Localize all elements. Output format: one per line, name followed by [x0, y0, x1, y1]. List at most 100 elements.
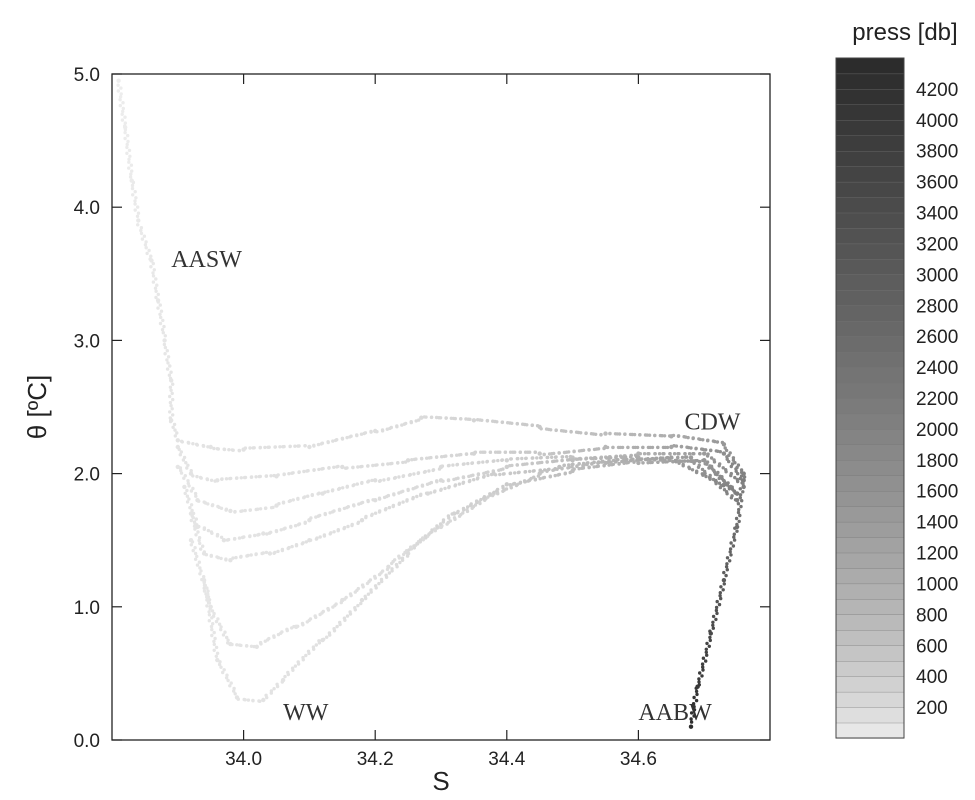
trace-dot: [620, 445, 625, 450]
trace-dot: [342, 525, 347, 530]
trace-dot: [728, 550, 732, 554]
trace-dot: [125, 142, 129, 147]
trace-dot: [708, 638, 712, 643]
trace-dot: [171, 382, 175, 386]
data-point: [162, 338, 167, 343]
trace-dot: [131, 193, 135, 197]
trace-dot: [184, 461, 188, 465]
trace-dot: [194, 533, 198, 537]
trace-dot: [393, 475, 398, 480]
trace-dot: [231, 448, 235, 452]
trace-dot: [188, 506, 192, 510]
trace-dot: [398, 560, 402, 565]
trace-dot: [581, 466, 586, 470]
trace-dot: [191, 516, 195, 520]
trace-dot: [653, 433, 657, 438]
trace-dot: [435, 524, 439, 528]
trace-dot: [234, 555, 238, 560]
trace-dot: [217, 662, 222, 667]
x-tick-label: 34.4: [488, 749, 525, 770]
trace-dot: [614, 460, 618, 464]
data-point: [228, 641, 233, 647]
y-tick-label: 5.0: [74, 65, 100, 86]
trace-dot: [596, 464, 600, 468]
trace-dot: [520, 456, 524, 461]
trace-dot: [306, 494, 310, 498]
trace-dot: [706, 439, 710, 443]
trace-dot: [533, 477, 538, 481]
trace-dot: [193, 491, 198, 496]
colorbar-tick-label: 3800: [916, 142, 958, 163]
trace-dot: [700, 674, 704, 678]
data-point: [188, 511, 194, 516]
trace-dot: [127, 166, 131, 170]
trace-dot: [198, 566, 202, 570]
trace-dot: [417, 418, 421, 422]
data-point: [504, 482, 509, 487]
trace-dot: [199, 569, 203, 573]
trace-dot: [423, 534, 428, 538]
series-1: [116, 78, 747, 729]
colorbar-band: [835, 336, 905, 353]
annotation-cdw: CDW: [684, 410, 740, 436]
trace-dot: [453, 416, 457, 421]
trace-dot: [143, 243, 148, 247]
trace-dot: [258, 507, 263, 511]
trace-dot: [210, 627, 214, 632]
trace-dot: [420, 483, 425, 487]
trace-dot: [729, 473, 733, 478]
trace-dot: [221, 633, 226, 637]
trace-dot: [193, 557, 198, 561]
trace-dot: [562, 463, 566, 467]
trace-dot: [216, 556, 221, 560]
trace-dot: [224, 676, 229, 680]
trace-dot: [729, 553, 733, 557]
trace-dot: [214, 619, 219, 624]
trace-dot: [717, 481, 722, 485]
trace-dot: [373, 574, 377, 579]
trace-dot: [622, 461, 626, 465]
colorbar-tick-label: 1800: [916, 451, 958, 472]
trace-dot: [486, 473, 490, 478]
trace-dot: [722, 582, 726, 586]
trace-dot: [577, 467, 581, 471]
trace-dot: [151, 261, 155, 266]
trace-dot: [722, 570, 726, 575]
trace-dot: [461, 480, 466, 484]
trace-dot: [246, 553, 250, 558]
trace-dot: [219, 665, 223, 669]
trace-dot: [195, 474, 199, 479]
trace-dot: [724, 573, 728, 578]
y-tick-label: 4.0: [74, 198, 100, 219]
trace-dot: [312, 443, 316, 447]
data-point: [721, 451, 727, 456]
trace-dot: [130, 183, 135, 188]
trace-dot: [427, 469, 431, 473]
colorbar-band: [835, 722, 905, 739]
trace-dot: [701, 438, 705, 442]
trace-dot: [283, 526, 287, 530]
trace-dot: [229, 681, 233, 685]
trace-dot: [130, 169, 134, 173]
trace-dot: [703, 462, 707, 466]
trace-dot: [366, 464, 370, 468]
colorbar-band: [835, 567, 905, 585]
data-point: [702, 458, 707, 463]
trace-dot: [190, 508, 194, 513]
data-point: [537, 424, 542, 430]
trace-dot: [126, 139, 130, 144]
trace-dot: [258, 445, 262, 450]
trace-dot: [249, 475, 254, 479]
colorbar-tick-label: 2000: [916, 420, 958, 441]
trace-dot: [144, 246, 148, 250]
trace-dot: [401, 500, 405, 504]
trace-dot: [401, 489, 405, 493]
trace-dot: [210, 609, 215, 613]
trace-dot: [659, 456, 663, 460]
trace-dot: [447, 485, 451, 489]
trace-dot: [127, 157, 131, 161]
trace-dot: [661, 460, 665, 464]
trace-dot: [303, 520, 307, 524]
trace-dot: [161, 318, 165, 323]
trace-dot: [232, 686, 236, 691]
